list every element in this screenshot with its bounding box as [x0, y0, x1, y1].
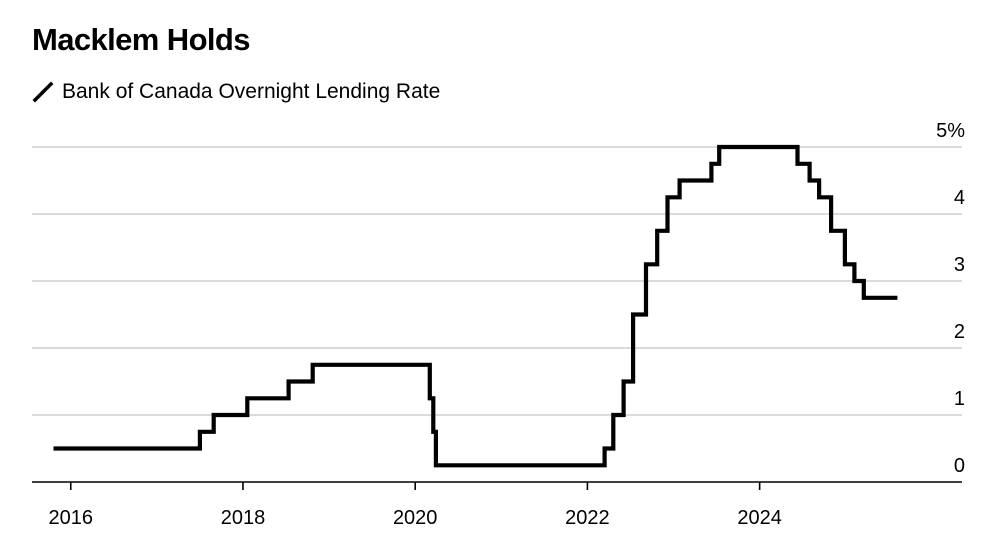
x-tick-label: 2022 [565, 507, 610, 529]
x-tick-label: 2020 [393, 507, 438, 529]
y-tick-label: 2 [954, 321, 965, 343]
legend-label: Bank of Canada Overnight Lending Rate [62, 80, 441, 103]
legend-line-swatch [32, 81, 54, 103]
y-tick-label: 1 [954, 388, 965, 410]
x-tick-label: 2018 [221, 507, 266, 529]
legend: Bank of Canada Overnight Lending Rate [32, 78, 440, 106]
y-tick-label: 0 [954, 455, 965, 477]
x-tick-label: 2024 [737, 507, 782, 529]
y-tick-label: 5% [936, 120, 965, 142]
y-tick-label: 4 [954, 187, 965, 209]
chart-title: Macklem Holds [32, 22, 250, 57]
y-tick-label: 3 [954, 254, 965, 276]
x-tick-label: 2016 [49, 507, 94, 529]
series-line-overnight-rate [53, 144, 898, 468]
